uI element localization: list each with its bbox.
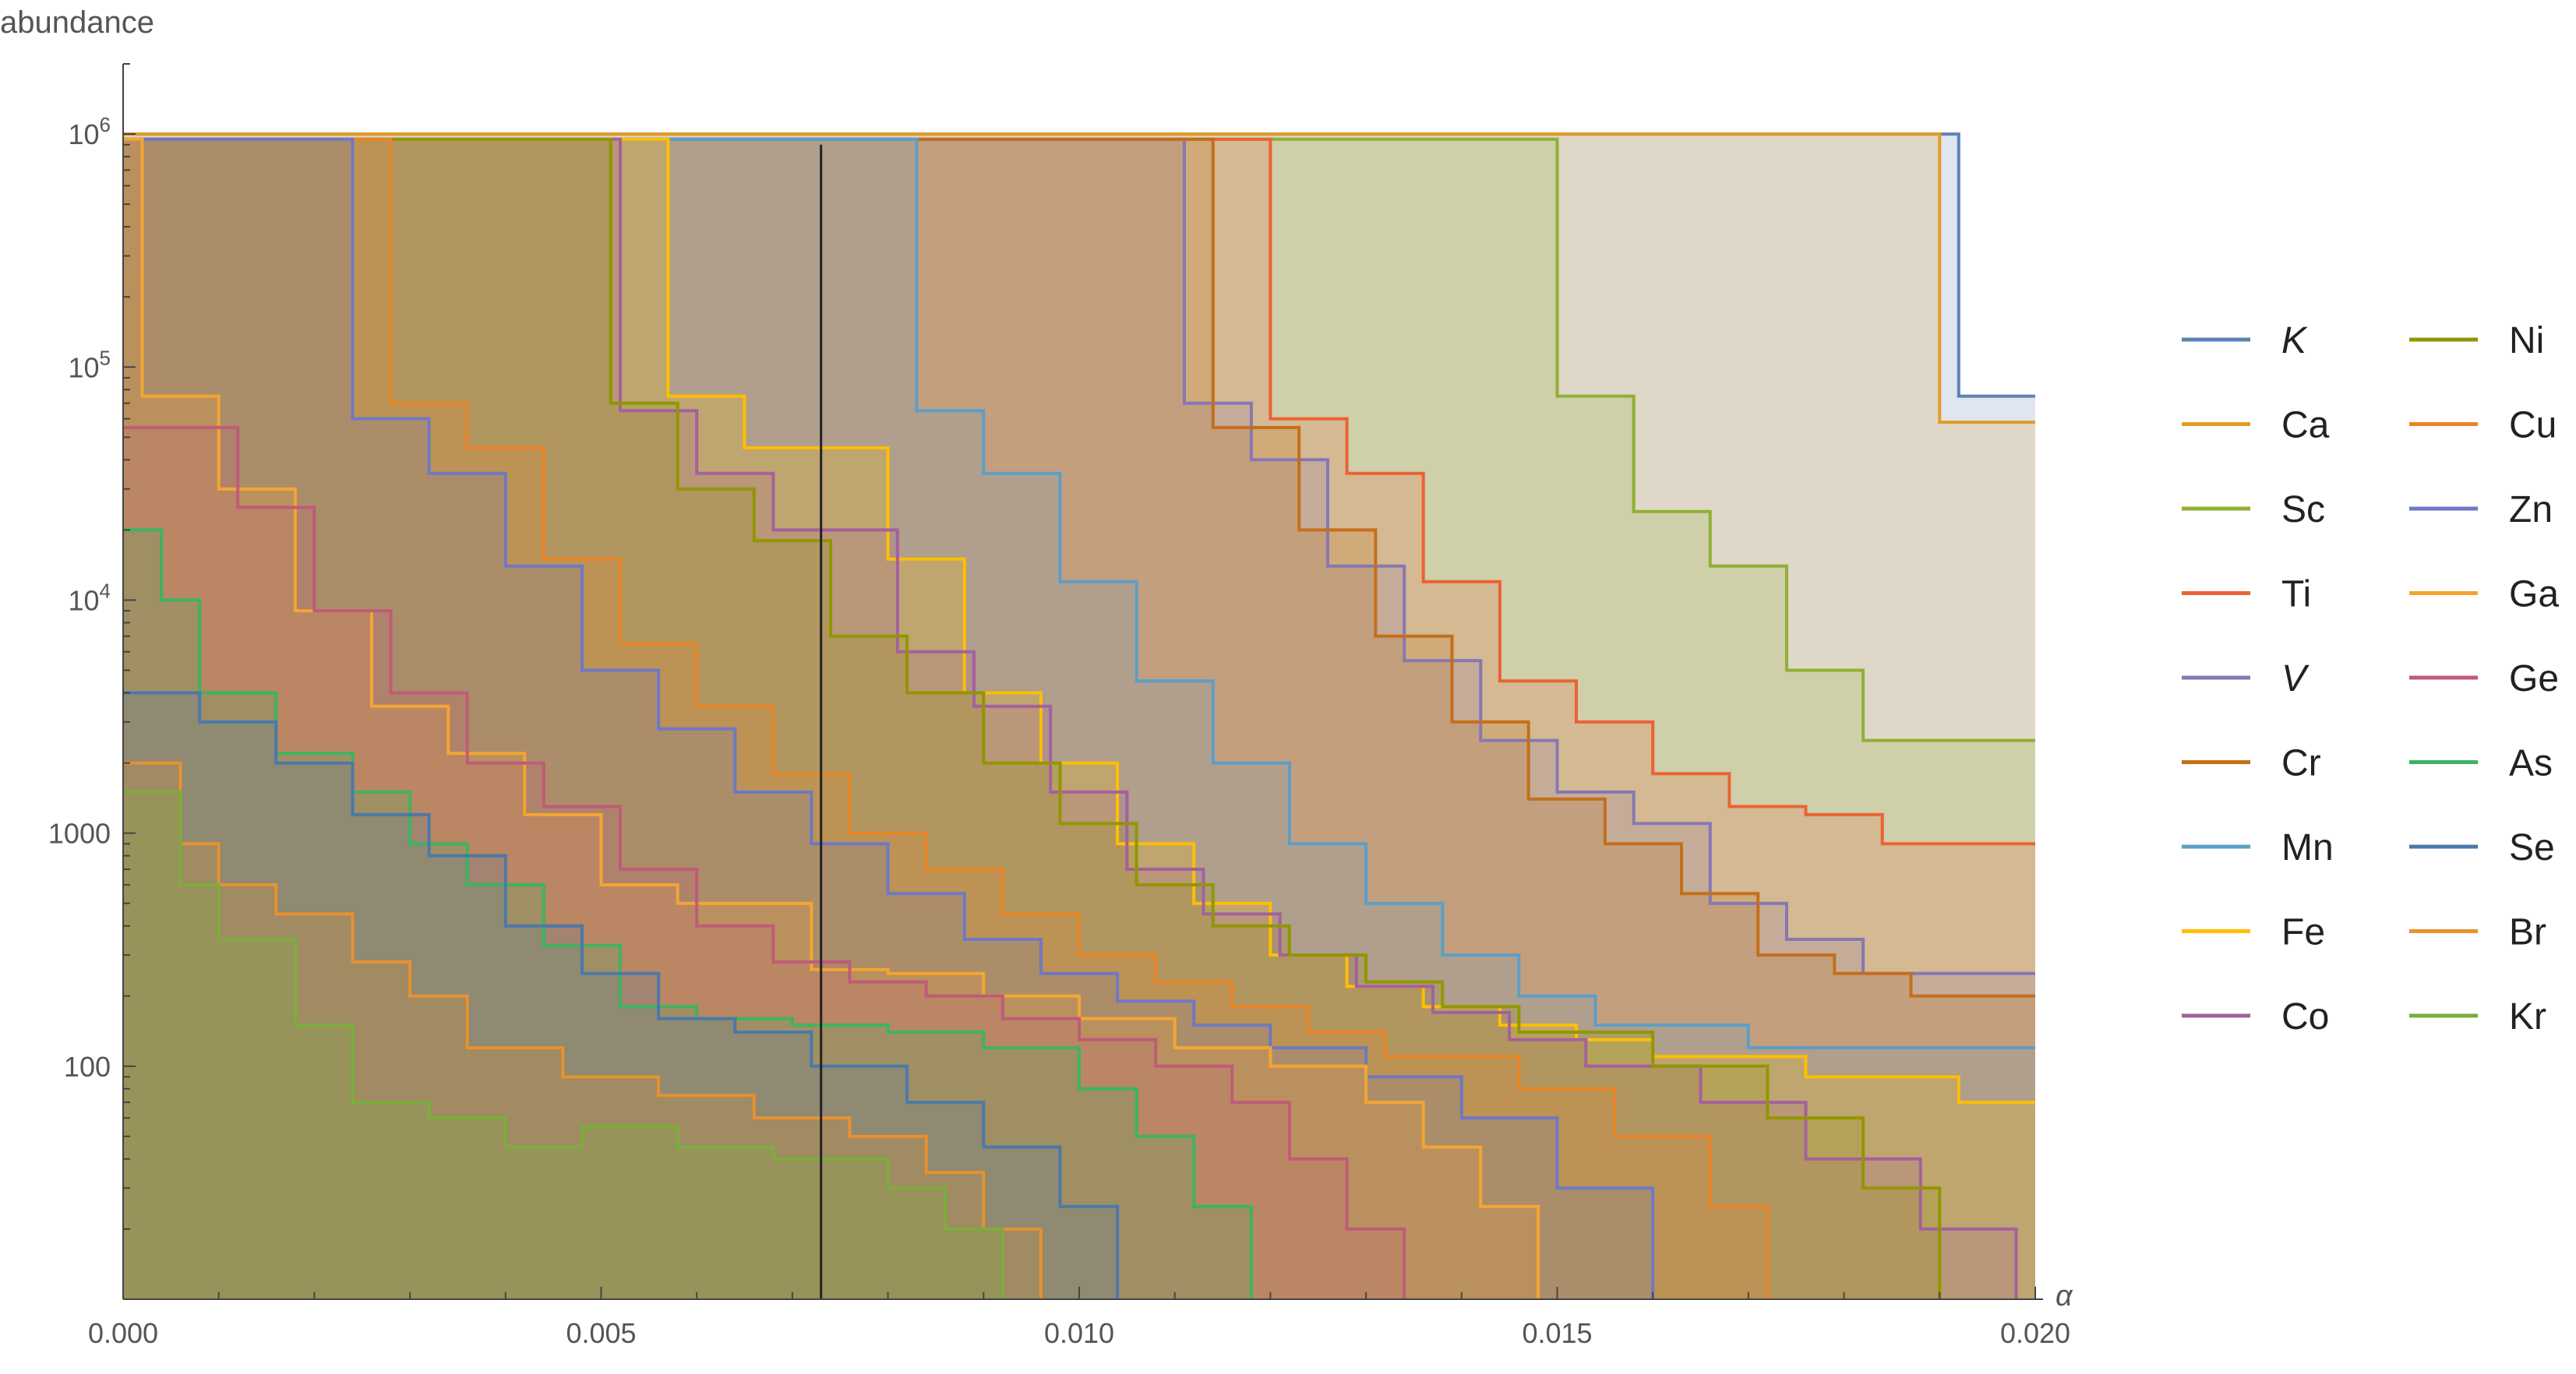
legend-item-cu: Cu: [2409, 405, 2557, 446]
area-sc: [123, 139, 2035, 1300]
area-kr: [123, 791, 1003, 1299]
x-axis-title: α: [2056, 1280, 2073, 1312]
area-zn: [123, 139, 1653, 1300]
line-as: [123, 528, 1253, 1299]
area-ca: [123, 134, 2035, 1300]
x-tick-label: 0.000: [88, 1317, 158, 1349]
area-ni: [123, 139, 1940, 1300]
legend-item-ge: Ge: [2409, 658, 2559, 699]
x-tick-label: 0.015: [1522, 1317, 1592, 1349]
legend-label: Cu: [2509, 405, 2557, 446]
x-tick-label: 0.020: [2000, 1317, 2070, 1349]
legend-label: Kr: [2509, 996, 2546, 1038]
x-tick-label: 0.005: [566, 1317, 636, 1349]
area-cr: [123, 139, 2035, 1300]
legend-item-sc: Sc: [2182, 489, 2325, 530]
legend-item-k: K: [2182, 320, 2308, 361]
legend-label: Fe: [2281, 912, 2325, 953]
line-co: [123, 137, 2018, 1299]
line-mn: [123, 137, 2035, 1050]
legend-item-kr: Kr: [2409, 996, 2546, 1038]
line-sc: [123, 137, 2035, 742]
y-tick-label: 1000: [48, 818, 111, 850]
area-v: [123, 139, 2035, 1300]
line-ga: [123, 137, 1540, 1299]
legend-item-fe: Fe: [2182, 912, 2325, 953]
line-zn: [123, 137, 1655, 1299]
line-cu: [123, 137, 1770, 1299]
line-ca: [123, 132, 2035, 424]
y-ticks: 100 1000 104 105 106: [48, 63, 136, 1230]
legend-label: Ni: [2509, 320, 2544, 361]
x-ticks: 0.000 0.005 0.010 0.015 0.020: [88, 1287, 2070, 1349]
legend-label: Ga: [2509, 574, 2559, 615]
legend-label: Ca: [2281, 405, 2330, 446]
line-ge: [123, 425, 1406, 1299]
axes: 0.000 0.005 0.010 0.015 0.020 10010001041051…: [0, 5, 2073, 1349]
legend-label: Cr: [2281, 743, 2321, 784]
y-tick-label: 104: [68, 579, 111, 616]
area-ga: [123, 139, 1538, 1300]
legend-item-se: Se: [2409, 827, 2555, 868]
legend-label: Br: [2509, 912, 2546, 953]
legend-item-br: Br: [2409, 912, 2546, 953]
legend-item-ca: Ca: [2182, 405, 2330, 446]
legend-label: Se: [2509, 827, 2555, 868]
line-br: [123, 761, 1043, 1299]
legend-label: Mn: [2281, 827, 2334, 868]
legend-label: K: [2281, 320, 2308, 361]
area-co: [123, 139, 2017, 1300]
legend-item-cr: Cr: [2182, 743, 2321, 784]
y-axis-title: abundance: [0, 5, 154, 40]
area-mn: [123, 139, 2035, 1300]
area-k: [123, 134, 2035, 1300]
legend-label: As: [2509, 743, 2553, 784]
area-ti: [123, 139, 2035, 1300]
area-as: [123, 530, 1251, 1299]
y-tick-label: 106: [68, 113, 111, 150]
line-se: [123, 691, 1120, 1299]
line-v: [123, 137, 2035, 975]
line-ni: [123, 137, 1942, 1299]
legend-item-ga: Ga: [2409, 574, 2559, 615]
legend-label: Ge: [2509, 658, 2559, 699]
y-tick-label: 105: [68, 346, 111, 383]
legend-item-co: Co: [2182, 996, 2329, 1038]
legend-item-mn: Mn: [2182, 827, 2334, 868]
area-fe: [123, 139, 2035, 1300]
area-br: [123, 763, 1041, 1299]
legend-item-as: As: [2409, 743, 2553, 784]
area-cu: [123, 139, 1768, 1300]
legend-item-zn: Zn: [2409, 489, 2553, 530]
x-tick-label: 0.010: [1044, 1317, 1114, 1349]
legend: K Ca Sc Ti V Cr Mn Fe Co Ni Cu Zn Ga Ge As Se Br Kr: [2182, 320, 2559, 1038]
legend-label: Co: [2281, 996, 2329, 1038]
legend-item-ni: Ni: [2409, 320, 2544, 361]
legend-label: Zn: [2509, 489, 2553, 530]
legend-label: V: [2281, 658, 2310, 699]
line-ti: [123, 137, 2035, 846]
line-cr: [123, 137, 2035, 998]
legend-label: Sc: [2281, 489, 2325, 530]
legend-label: Ti: [2281, 574, 2311, 615]
area-ge: [123, 427, 1405, 1299]
legend-item-v: V: [2182, 658, 2310, 699]
plot-areas: [123, 134, 2035, 1300]
legend-item-ti: Ti: [2182, 574, 2311, 615]
line-kr: [123, 790, 1004, 1299]
y-tick-label: 100: [64, 1051, 111, 1083]
plot-lines: [123, 132, 2035, 1299]
